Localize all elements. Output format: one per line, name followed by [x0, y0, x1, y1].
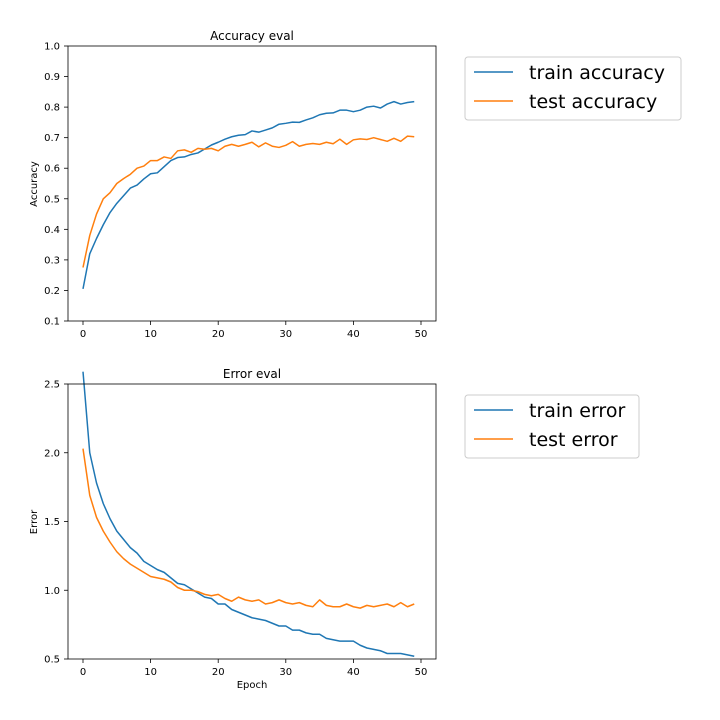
- accuracy-legend-label-test: test accuracy: [529, 91, 657, 113]
- accuracy-y-tick-label: 0.4: [44, 225, 60, 236]
- accuracy-legend-label-train: train accuracy: [529, 62, 665, 84]
- accuracy-chart-title: Accuracy eval: [210, 29, 294, 43]
- accuracy-y-axis: 0.1 0.2 0.3 0.4 0.5 0.6 0.7 0.8 0.9 1.0: [44, 42, 68, 328]
- error-y-tick-label: 2.0: [44, 448, 60, 459]
- accuracy-y-tick-label: 0.1: [44, 317, 60, 328]
- accuracy-plot-frame: [67, 45, 437, 322]
- accuracy-series-line-test: [82, 135, 415, 268]
- accuracy-legend-box: [464, 56, 682, 121]
- accuracy-x-tick-label: 10: [144, 329, 157, 340]
- error-series-line-train: [82, 371, 415, 657]
- error-x-tick-label: 40: [347, 667, 360, 678]
- accuracy-x-tick-label: 40: [347, 329, 360, 340]
- accuracy-y-tick-label: 0.8: [44, 103, 60, 114]
- accuracy-y-tick-label: 0.3: [44, 255, 60, 266]
- error-x-tick-label: 50: [415, 667, 428, 678]
- accuracy-x-axis: 0 10 20 30 40 50: [80, 321, 428, 340]
- accuracy-x-tick-label: 30: [279, 329, 292, 340]
- accuracy-plot-lines: [82, 100, 415, 290]
- accuracy-x-tick-label: 20: [212, 329, 225, 340]
- accuracy-y-tick-label: 0.9: [44, 72, 60, 83]
- error-y-axis: 0.5 1.0 1.5 2.0 2.5: [44, 380, 68, 666]
- error-y-tick-label: 0.5: [44, 655, 60, 666]
- accuracy-y-tick-label: 1.0: [44, 42, 60, 53]
- error-x-tick-label: 0: [80, 667, 86, 678]
- accuracy-y-tick-label: 0.7: [44, 133, 60, 144]
- error-y-tick-label: 2.5: [44, 380, 60, 391]
- error-legend: train error test error: [464, 394, 640, 459]
- error-x-tick-label: 10: [144, 667, 157, 678]
- error-y-axis-title: Error: [29, 509, 40, 534]
- error-x-axis: 0 10 20 30 40 50: [80, 659, 428, 678]
- error-y-tick-label: 1.0: [44, 586, 60, 597]
- accuracy-y-tick-label: 0.5: [44, 194, 60, 205]
- accuracy-y-tick-label: 0.6: [44, 164, 60, 175]
- accuracy-x-tick-label: 50: [415, 329, 428, 340]
- error-x-tick-label: 30: [279, 667, 292, 678]
- error-chart-title: Error eval: [223, 367, 281, 381]
- error-legend-label-train: train error: [529, 400, 625, 422]
- accuracy-x-tick-label: 0: [80, 329, 86, 340]
- error-chart: Error eval 0.5 1.0 1.5 2.0 2.5 0 10 20 30 40 50 E…: [29, 367, 437, 691]
- accuracy-y-axis-title: Accuracy: [29, 161, 40, 207]
- accuracy-legend: train accuracy test accuracy: [464, 56, 682, 121]
- error-x-tick-label: 20: [212, 667, 225, 678]
- error-plot-frame: [67, 383, 437, 660]
- error-series-line-test: [82, 448, 415, 609]
- error-x-axis-title: Epoch: [237, 680, 268, 691]
- error-legend-label-test: test error: [529, 429, 618, 451]
- accuracy-series-line-train: [82, 100, 415, 290]
- accuracy-chart: Accuracy eval 0.10.20.30.40.50.60.70.80.…: [29, 29, 437, 340]
- error-plot-lines: [82, 371, 415, 657]
- error-y-tick-label: 1.5: [44, 517, 60, 528]
- accuracy-y-tick-label: 0.2: [44, 286, 60, 297]
